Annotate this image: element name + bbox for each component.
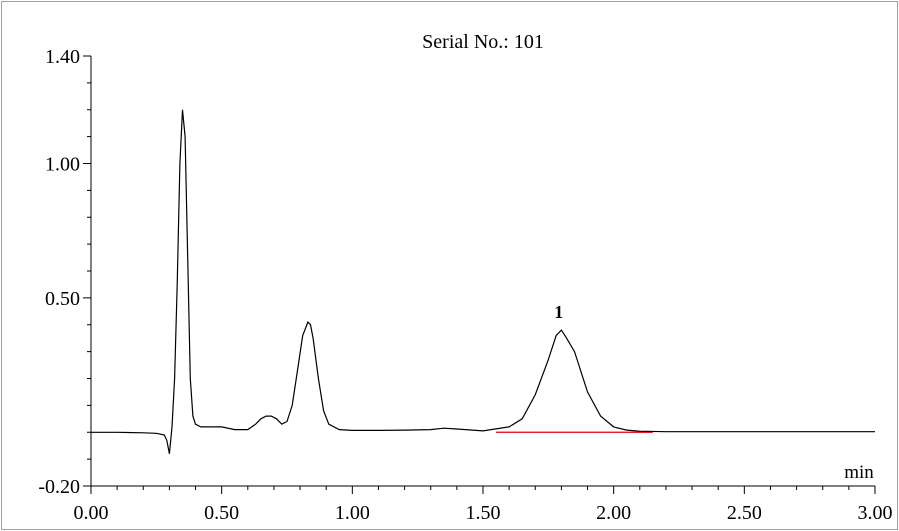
x-tick-label: 1.00 <box>335 502 370 524</box>
axes <box>90 56 875 487</box>
x-tick-label: 0.50 <box>204 502 239 524</box>
y-tick-label: 0.50 <box>45 288 80 310</box>
x-tick-label: 2.50 <box>727 502 762 524</box>
x-tick-label: 3.00 <box>858 502 893 524</box>
axis-ticks <box>83 55 876 494</box>
x-tick-label: 2.00 <box>596 502 631 524</box>
y-tick-label: 1.00 <box>45 154 80 176</box>
x-axis-unit-label: min <box>844 462 874 483</box>
x-tick-label: 1.50 <box>466 502 501 524</box>
y-tick-label: -0.20 <box>38 476 80 498</box>
chart-title: Serial No.: 101 <box>422 31 544 53</box>
axis-tick-labels: 0.00 0.50 1.00 1.50 2.00 2.50 3.00 1.40 1.00 0.50… <box>38 46 892 524</box>
signal-trace <box>91 109 875 454</box>
y-tick-label: 1.40 <box>45 46 80 68</box>
x-tick-label: 0.00 <box>74 502 109 524</box>
peak-label: 1 <box>554 302 563 322</box>
